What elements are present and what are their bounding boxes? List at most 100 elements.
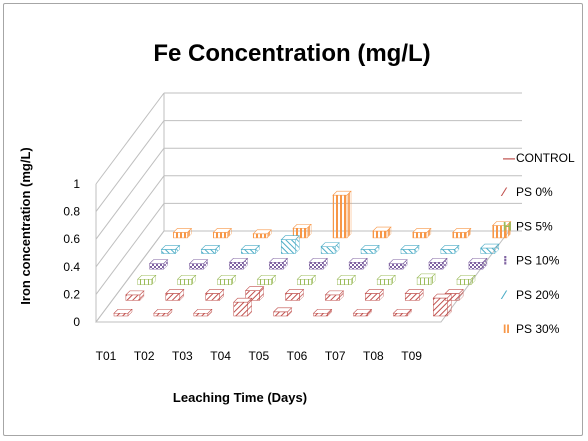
x-tick-label: T05 (248, 349, 269, 363)
bar (292, 223, 312, 239)
bar (468, 257, 488, 270)
bar (113, 308, 133, 317)
x-tick-label: T06 (287, 349, 308, 363)
x-tick-label: T01 (96, 349, 117, 363)
bar (244, 286, 265, 301)
bar (376, 274, 396, 286)
bar (352, 308, 373, 317)
legend-swatch-icon: II (503, 322, 510, 336)
y-tick-label: 0.6 (63, 232, 80, 246)
gridline (95, 92, 165, 185)
bar (308, 257, 328, 270)
bar (491, 220, 512, 239)
x-tick-label: T08 (363, 349, 384, 363)
gridline (95, 147, 165, 240)
legend-swatch-icon: ⁝ (503, 254, 508, 268)
bar (188, 259, 209, 270)
bar (204, 288, 225, 301)
bar (284, 288, 305, 301)
x-axis-label: Leaching Time (Days) (173, 390, 307, 405)
y-axis-ticks: 0 0.2 0.4 0.6 0.8 1 (63, 177, 80, 329)
bar (452, 227, 472, 239)
y-tick-label: 0.2 (63, 287, 80, 301)
bar (176, 274, 197, 286)
legend-swatch-icon: ⁄ (500, 185, 508, 199)
fe-concentration-chart: Fe Concentration (mg/L) 0 0.2 0.4 0.6 0.8 1 T… (18, 40, 575, 405)
bar (212, 227, 233, 239)
bar (364, 288, 385, 301)
x-axis-ticks: T01 T02 T03 T04 T05 T06 T07 T08 T09 (96, 349, 423, 363)
bars-group (113, 190, 512, 317)
legend: — CONTROL ⁄ PS 0% H PS 5% ⁝ PS 10% ⁄ PS 20% II PS 3… (500, 151, 575, 336)
legend-label: CONTROL (516, 151, 575, 165)
legend-swatch-icon: ⁄ (500, 288, 508, 302)
bar (240, 244, 261, 255)
legend-label: PS 0% (516, 185, 553, 199)
x-tick-label: T03 (172, 349, 193, 363)
bar (125, 290, 145, 301)
bar (440, 244, 460, 255)
gridline (95, 203, 165, 295)
bar (412, 227, 432, 239)
bar (312, 308, 333, 317)
legend-item: ⁝ PS 10% (503, 254, 560, 268)
y-tick-label: 0 (73, 315, 80, 329)
bar (280, 235, 300, 255)
bar (332, 190, 352, 239)
bar (252, 229, 272, 239)
x-tick-label: T07 (325, 349, 346, 363)
x-tick-label: T04 (210, 349, 231, 363)
bar (432, 293, 452, 317)
bar (137, 274, 157, 286)
bar (404, 288, 424, 301)
bar (256, 274, 277, 286)
bar (172, 227, 193, 239)
chart-frame: Fe Concentration (mg/L) 0 0.2 0.4 0.6 0.8 1 T… (3, 3, 583, 436)
bar (444, 288, 464, 301)
y-tick-label: 0.8 (63, 205, 80, 219)
bar (480, 243, 500, 255)
bar (228, 257, 249, 270)
bar (416, 273, 436, 286)
legend-swatch-icon: H (503, 219, 512, 233)
bar (388, 259, 408, 270)
y-tick-label: 1 (73, 177, 80, 191)
legend-item: H PS 5% (503, 219, 553, 233)
y-tick-label: 0.4 (63, 260, 80, 274)
bar (320, 242, 340, 255)
bar (324, 290, 345, 301)
bar (165, 288, 185, 301)
bar (400, 244, 420, 255)
legend-item: II PS 30% (503, 322, 560, 336)
bar (272, 307, 293, 317)
bar (348, 257, 368, 270)
bar (268, 257, 289, 270)
bar (360, 244, 380, 255)
gridline (95, 120, 165, 212)
bar (428, 257, 448, 270)
bar (193, 308, 213, 317)
bar (456, 274, 476, 286)
legend-label: PS 5% (516, 219, 553, 233)
x-tick-label: T02 (134, 349, 155, 363)
bar (148, 259, 169, 270)
bar (160, 244, 181, 255)
legend-label: PS 20% (516, 288, 560, 302)
legend-item: ⁄ PS 0% (500, 185, 553, 199)
legend-item: — CONTROL (503, 151, 575, 165)
y-axis-label: Iron concentration (mg/L) (18, 147, 33, 304)
x-tick-label: T09 (401, 349, 422, 363)
bar (200, 244, 221, 255)
plot-walls (95, 92, 522, 323)
legend-item: ⁄ PS 20% (500, 288, 560, 302)
bar (153, 308, 173, 317)
legend-label: PS 30% (516, 322, 560, 336)
chart-title: Fe Concentration (mg/L) (153, 40, 430, 67)
bar (296, 274, 317, 286)
gridline (95, 175, 165, 268)
bar (232, 297, 253, 317)
bar (372, 226, 392, 239)
bar (336, 274, 357, 286)
legend-swatch-icon: — (503, 151, 515, 165)
bar (216, 274, 237, 286)
